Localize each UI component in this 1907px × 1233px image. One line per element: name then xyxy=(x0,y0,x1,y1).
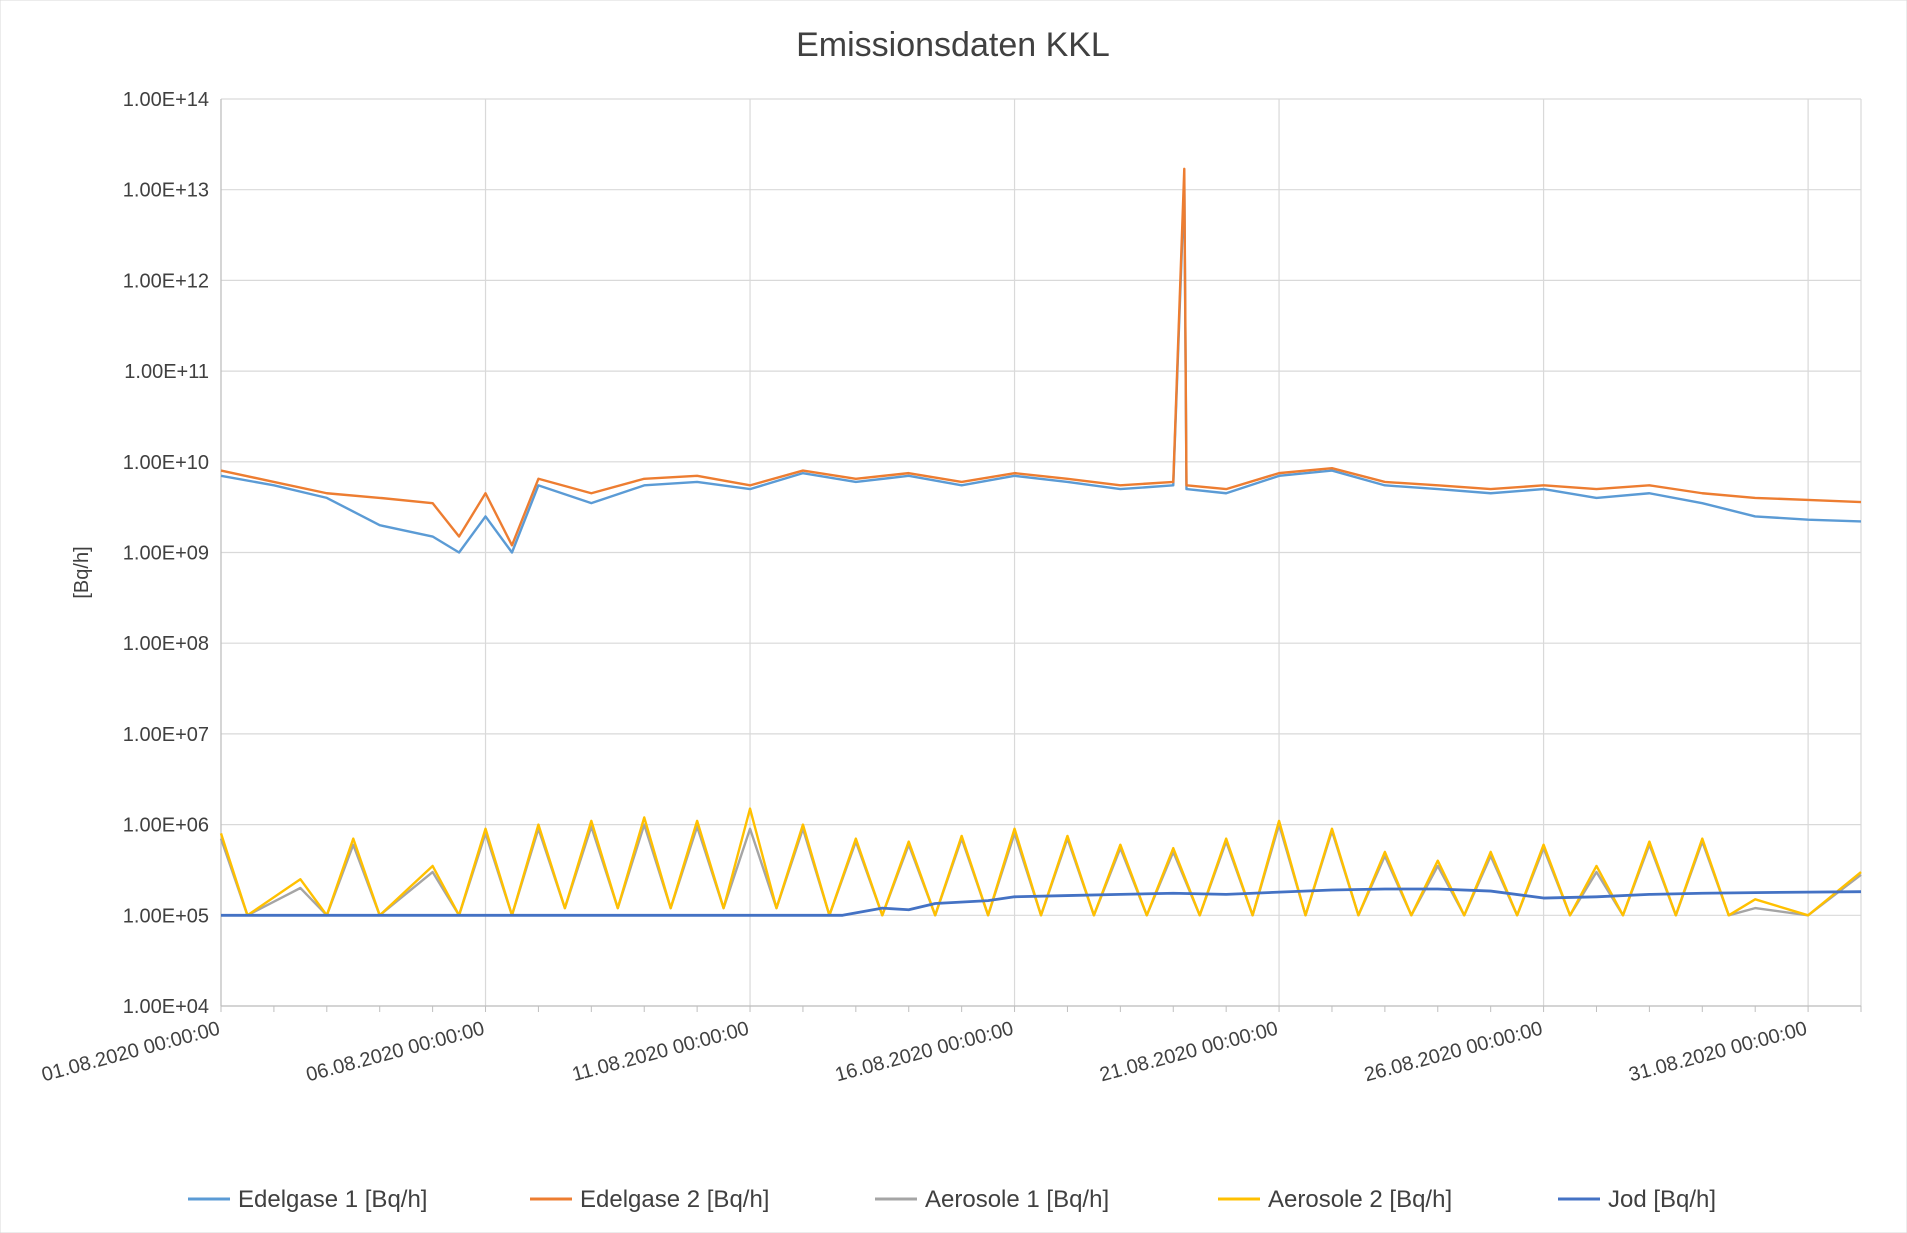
legend-label-edelgase-1-bq-h: Edelgase 1 [Bq/h] xyxy=(238,1186,427,1213)
y-tick-label: 1.00E+06 xyxy=(123,815,209,837)
y-tick-label: 1.00E+13 xyxy=(123,180,209,202)
y-tick-labels: 1.00E+04 1.00E+05 1.00E+06 1.00E+07 1.00E+08… xyxy=(123,89,209,1018)
series-line-edelgase-2-bq-h xyxy=(220,167,1862,547)
legend: Edelgase 1 [Bq/h] Edelgase 2 [Bq/h] Aeroso… xyxy=(188,1186,1716,1213)
series-line-aerosole-2-bq-h xyxy=(219,807,1862,917)
y-tick-label: 1.00E+05 xyxy=(123,905,209,927)
y-tick-label: 1.00E+14 xyxy=(123,89,209,111)
y-tick-label: 1.00E+08 xyxy=(123,633,209,655)
series-lines xyxy=(219,167,1862,917)
y-tick-label: 1.00E+04 xyxy=(123,996,209,1018)
y-axis-label: [Bq/h] xyxy=(71,546,93,598)
y-tick-label: 1.00E+07 xyxy=(123,724,209,746)
y-tick-label: 1.00E+09 xyxy=(123,543,209,565)
gridlines xyxy=(220,98,1862,1007)
y-tick-label: 1.00E+12 xyxy=(123,270,209,292)
series-line-edelgase-1-bq-h xyxy=(220,181,1862,554)
chart-title: Emissionsdaten KKL xyxy=(796,26,1110,64)
series-line-jod-bq-h xyxy=(221,887,1862,917)
y-tick-label: 1.00E+10 xyxy=(123,452,209,474)
legend-label-aerosole-1-bq-h: Aerosole 1 [Bq/h] xyxy=(925,1186,1109,1213)
axes xyxy=(220,99,1862,1012)
legend-label-edelgase-2-bq-h: Edelgase 2 [Bq/h] xyxy=(580,1186,769,1213)
legend-label-jod-bq-h: Jod [Bq/h] xyxy=(1608,1186,1716,1213)
legend-label-aerosole-2-bq-h: Aerosole 2 [Bq/h] xyxy=(1268,1186,1452,1213)
y-tick-label: 1.00E+11 xyxy=(124,361,209,383)
